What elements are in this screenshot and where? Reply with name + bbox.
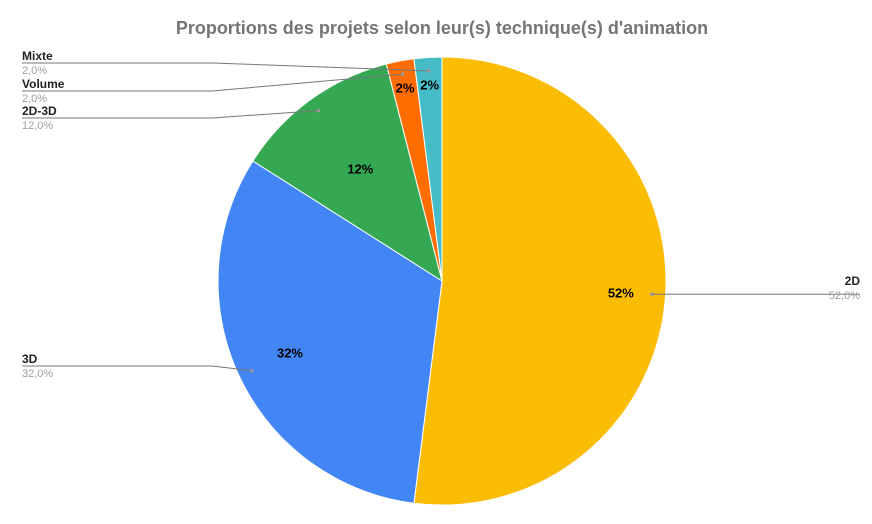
slice-percent-3d: 32%: [277, 346, 303, 361]
slice-labels: 52% 2D 52,0% 32% 3D 32,0% 12% 2D-3D 12,0% 2% Volum…: [22, 49, 860, 380]
leader-line-2d-3d: [22, 110, 319, 119]
slice-percent-volume: 2%: [396, 80, 415, 95]
slice-percent-2d: 52%: [608, 285, 634, 300]
leader-dot-mixte: [426, 69, 431, 73]
pie-slice-2d-3d: [252, 63, 443, 283]
leader-lines: [22, 62, 860, 373]
callout-name-2d-3d: 2D-3D: [22, 104, 57, 118]
leader-line-mixte: [22, 62, 429, 72]
pie-slices: [217, 56, 667, 506]
callout-value-mixte: 2,0%: [22, 65, 47, 77]
leader-dot-2d-3d: [316, 108, 321, 113]
pie-slice-3d: [217, 160, 443, 504]
callout-name-volume: Volume: [22, 77, 65, 91]
slice-percent-mixte: 2%: [420, 77, 439, 92]
callout-name-mixte: Mixte: [22, 49, 53, 63]
pie-slice-mixte: [413, 56, 443, 282]
callout-value-3d: 32,0%: [22, 368, 53, 380]
callout-value-2d: 52,0%: [829, 290, 860, 302]
slice-percent-2d-3d: 12%: [347, 162, 373, 177]
callout-name-2d: 2D: [845, 274, 861, 288]
callout-value-2d-3d: 12,0%: [22, 120, 53, 132]
callout-name-3d: 3D: [22, 352, 38, 366]
leader-dot-volume: [400, 72, 405, 76]
leader-line-3d: [22, 365, 252, 372]
pie-slice-2d: [413, 56, 667, 506]
chart-title: Proportions des projets selon leur(s) te…: [175, 18, 709, 38]
callout-value-volume: 2,0%: [22, 93, 47, 105]
leader-line-volume: [22, 73, 403, 92]
